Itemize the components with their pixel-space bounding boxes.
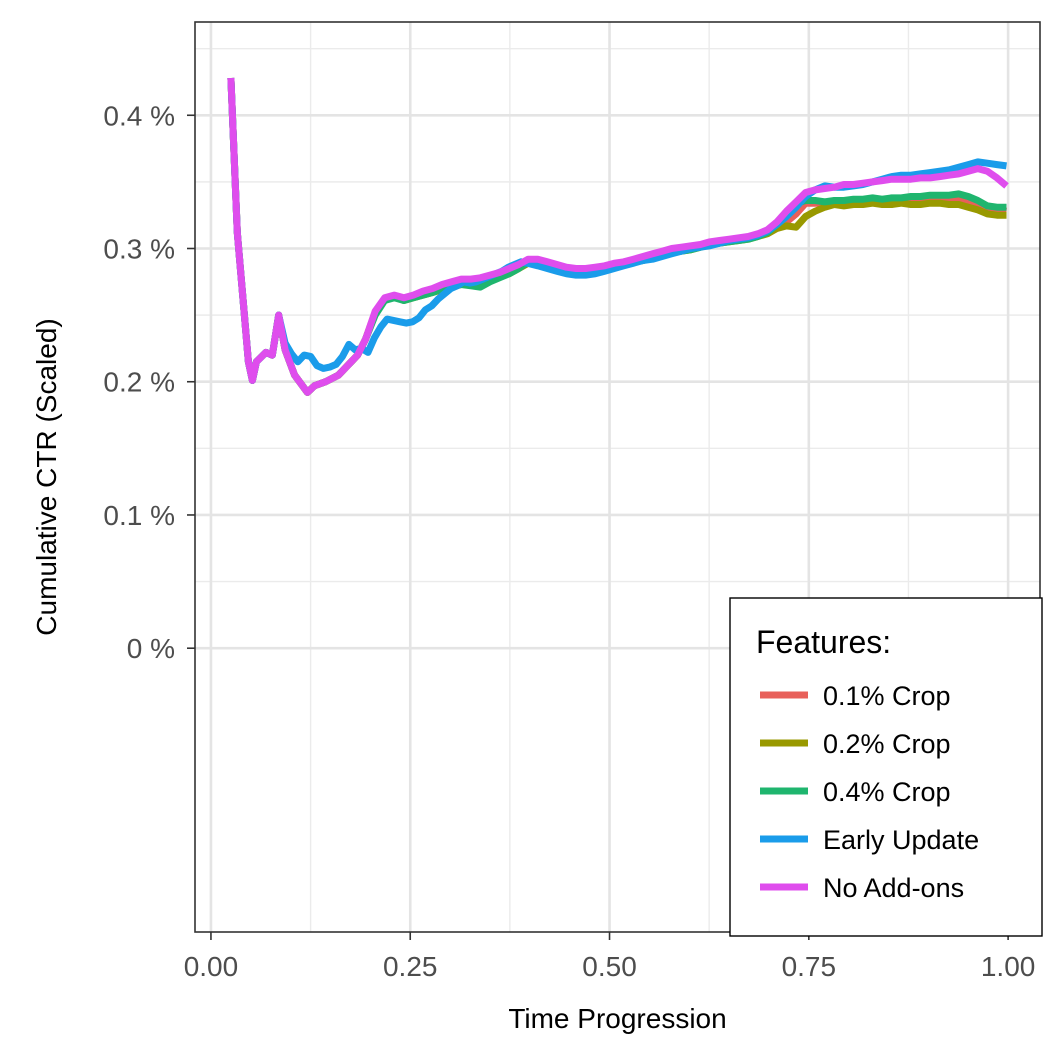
legend-label-early-update: Early Update [823,825,979,855]
legend-label-0-1-crop: 0.1% Crop [823,681,951,711]
y-axis: 0 % 0.1 % 0.2 % 0.3 % 0.4 % [103,100,195,664]
legend-title: Features: [756,624,891,660]
legend: Features: 0.1% Crop 0.2% Crop 0.4% Crop Ear… [729,597,1043,937]
x-tick-label: 0.25 [383,951,438,982]
major-gridlines [195,22,1040,932]
x-tick-label: 0.00 [184,951,239,982]
series-line-no-add-ons [227,77,1009,396]
legend-label-0-4-crop: 0.4% Crop [823,777,951,807]
y-axis-title: Cumulative CTR (Scaled) [31,318,62,635]
legend-items: 0.1% Crop 0.2% Crop 0.4% Crop Early Update N… [760,681,979,903]
x-tick-label: 0.75 [782,951,837,982]
x-axis-title: Time Progression [508,1003,726,1034]
legend-box [729,597,1043,937]
x-tick-label: 0.50 [582,951,637,982]
y-tick-label: 0.1 % [103,500,175,531]
plot-border [194,21,1041,933]
legend-label-no-add-ons: No Add-ons [823,873,964,903]
series-lines [227,77,1009,396]
legend-label-0-2-crop: 0.2% Crop [823,729,951,759]
y-tick-label: 0.3 % [103,234,175,265]
y-tick-label: 0.2 % [103,367,175,398]
x-axis: 0.00 0.25 0.50 0.75 1.00 [184,932,1036,982]
y-tick-label: 0 % [127,633,175,664]
x-tick-label: 1.00 [981,951,1036,982]
y-tick-label: 0.4 % [103,100,175,131]
